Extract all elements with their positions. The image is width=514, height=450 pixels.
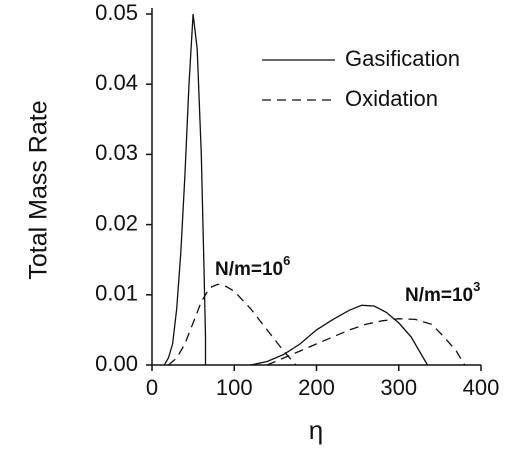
annotation-text: N/m=10 — [405, 285, 473, 306]
y-tick-label: 0.05 — [95, 0, 138, 25]
y-tick-label: 0.03 — [95, 140, 138, 165]
annotation-exponent: 3 — [473, 279, 480, 294]
legend-label: Gasification — [345, 46, 460, 71]
x-tick-label: 0 — [146, 375, 158, 400]
y-tick-label: 0.02 — [95, 210, 138, 235]
annotation-exponent: 6 — [283, 253, 290, 268]
x-axis-label: η — [309, 415, 323, 445]
legend-label: Oxidation — [345, 86, 438, 111]
y-tick-label: 0.04 — [95, 70, 138, 95]
y-tick-label: 0.00 — [95, 351, 138, 376]
x-tick-label: 300 — [380, 375, 417, 400]
y-axis-label: Total Mass Rate — [25, 100, 53, 279]
series-line — [163, 13, 429, 366]
y-tick-label: 0.01 — [95, 281, 138, 306]
annotation: N/m=103 — [405, 279, 480, 306]
x-tick-label: 200 — [298, 375, 335, 400]
x-tick-label: 100 — [216, 375, 253, 400]
series-line — [167, 283, 466, 366]
annotation: N/m=106 — [215, 253, 290, 280]
annotation-text: N/m=10 — [215, 259, 283, 280]
x-tick-label: 400 — [463, 375, 500, 400]
